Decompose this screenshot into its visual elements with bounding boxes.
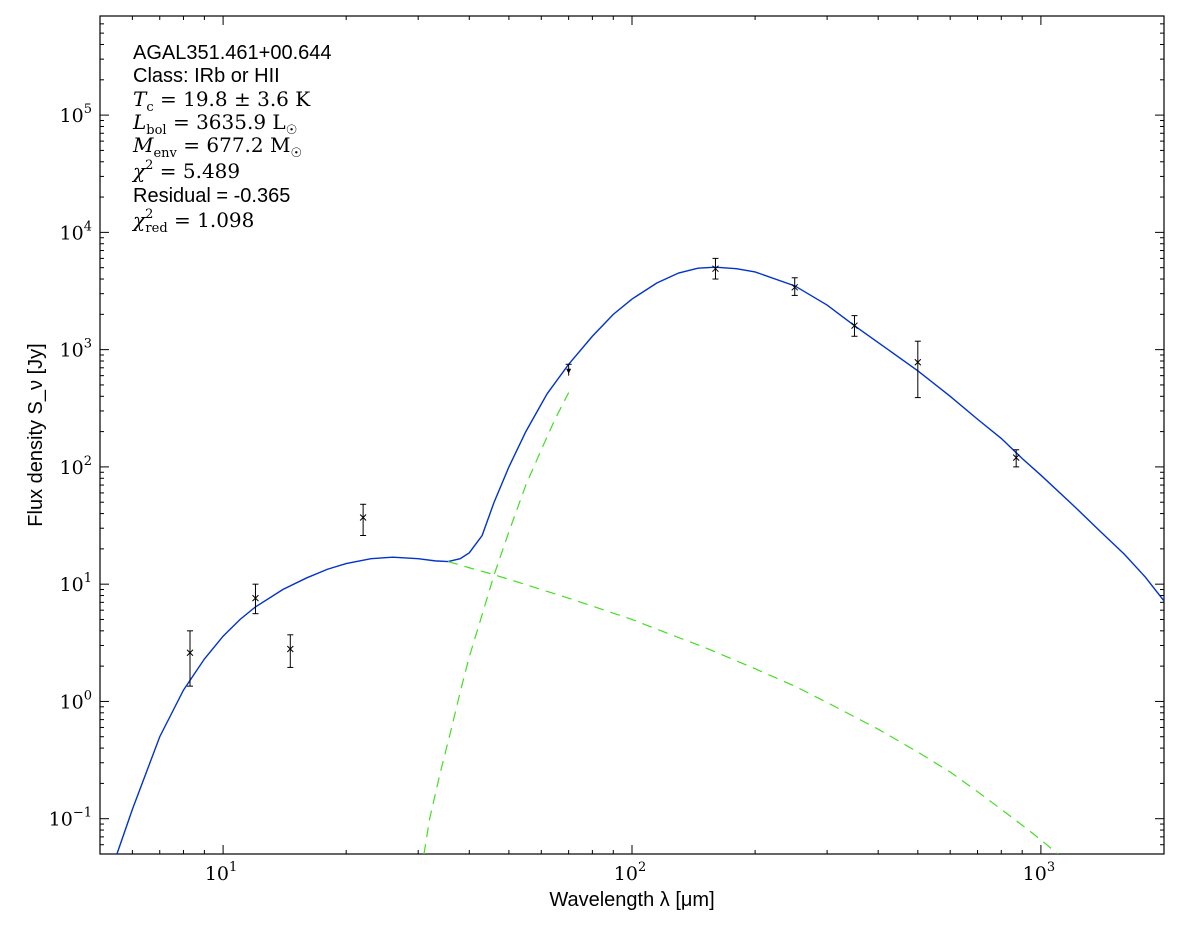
menv-unit-sub: ☉ [290, 146, 302, 161]
y-tick-label-exp: 3 [84, 337, 92, 352]
data-point [712, 257, 719, 280]
y-tick-label-base: 10 [60, 457, 84, 479]
data-point [286, 634, 294, 668]
tc-symbol: T [133, 87, 148, 111]
menv-value: = 677.2 M [177, 133, 291, 157]
data-point [1012, 449, 1020, 468]
y-tick-label-exp: 2 [84, 454, 92, 469]
data-point [791, 277, 799, 296]
lbol-unit-sub: ☉ [286, 123, 298, 138]
point-marker [914, 358, 922, 366]
point-marker [286, 645, 294, 653]
chi2red-value: = 1.098 [168, 208, 255, 232]
x-tick-label: 102 [614, 860, 646, 885]
tc-sub: c [146, 100, 153, 115]
chi2red-sup: 2 [145, 207, 153, 222]
annotation-menv: Menv = 677.2 M☉ [132, 133, 302, 161]
lbol-sub: bol [146, 123, 166, 138]
y-tick-label-base: 10 [60, 105, 84, 127]
y-tick-label-base: 10 [49, 809, 73, 831]
lbol-symbol: L [132, 110, 146, 134]
cold-component-line [423, 392, 570, 854]
data-point [186, 630, 194, 687]
point-marker [791, 283, 799, 291]
menv-sub: env [153, 146, 177, 161]
tc-value: = 19.8 ± 3.6 K [154, 87, 312, 111]
chi2-value: = 5.489 [153, 159, 240, 183]
axis-ticks [99, 15, 1165, 855]
chi2red-symbol: χ [131, 208, 147, 232]
y-tick-label: 103 [60, 337, 92, 362]
annotation-residual: Residual = -0.365 [133, 185, 290, 207]
point-marker [252, 594, 259, 602]
chi2-symbol: χ [131, 159, 147, 183]
x-tick-label: 103 [1023, 860, 1055, 885]
data-point [914, 340, 922, 399]
x-tick-label-exp: 2 [638, 860, 646, 875]
total-fit-line [116, 266, 1164, 854]
x-tick-label-base: 10 [1023, 863, 1047, 885]
data-point [252, 583, 259, 615]
data-point [359, 503, 367, 537]
chi2red-sub: red [145, 221, 167, 236]
upper-limit-marker [566, 368, 572, 374]
point-marker [851, 322, 858, 330]
y-tick-label-exp: 5 [84, 102, 92, 117]
y-tick-label-base: 10 [60, 222, 84, 244]
y-tick-label-exp: 4 [84, 219, 92, 234]
annotation-block: AGAL351.461+00.644 Class: IRb or HII Tc … [131, 42, 332, 236]
point-marker [359, 514, 367, 521]
data-point [851, 315, 858, 337]
y-tick-label-base: 10 [60, 574, 84, 596]
y-tick-label: 100 [60, 688, 92, 713]
measurement-points [186, 257, 1020, 687]
y-tick-label-exp: 1 [84, 571, 92, 586]
lbol-value: = 3635.9 L [167, 110, 286, 134]
chi2-sup: 2 [145, 158, 153, 173]
annotation-tc: Tc = 19.8 ± 3.6 K [133, 87, 311, 115]
y-axis-label: Flux density S_ν [Jy] [25, 343, 47, 526]
data-point [565, 363, 572, 376]
source-class: Class: IRb or HII [133, 65, 280, 87]
point-marker [186, 649, 194, 657]
y-tick-label-exp: −1 [73, 806, 92, 821]
x-tick-label-base: 10 [614, 863, 638, 885]
x-axis-label: Wavelength λ [μm] [549, 889, 714, 911]
y-tick-label: 101 [60, 571, 92, 596]
y-tick-label: 104 [60, 219, 92, 244]
y-tick-label-exp: 0 [84, 688, 92, 703]
y-tick-label: 10−1 [49, 806, 92, 831]
annotation-chi2red: χ2 red = 1.098 [131, 207, 254, 236]
warm-component-line [447, 560, 1059, 854]
x-tick-label-base: 10 [205, 863, 229, 885]
point-marker [1012, 454, 1020, 461]
x-tick-label-exp: 3 [1047, 860, 1055, 875]
x-tick-label-exp: 1 [229, 860, 237, 875]
y-tick-label: 102 [60, 454, 92, 479]
y-tick-label-base: 10 [60, 691, 84, 713]
menv-symbol: M [132, 133, 154, 157]
x-tick-label: 101 [205, 860, 237, 885]
point-marker [712, 265, 719, 273]
y-tick-label-base: 10 [60, 340, 84, 362]
fit-curves [116, 266, 1164, 854]
annotation-chi2: χ2 = 5.489 [131, 158, 240, 183]
annotation-lbol: Lbol = 3635.9 L☉ [132, 110, 297, 138]
y-tick-label: 105 [60, 102, 92, 127]
source-name: AGAL351.461+00.644 [133, 42, 332, 64]
